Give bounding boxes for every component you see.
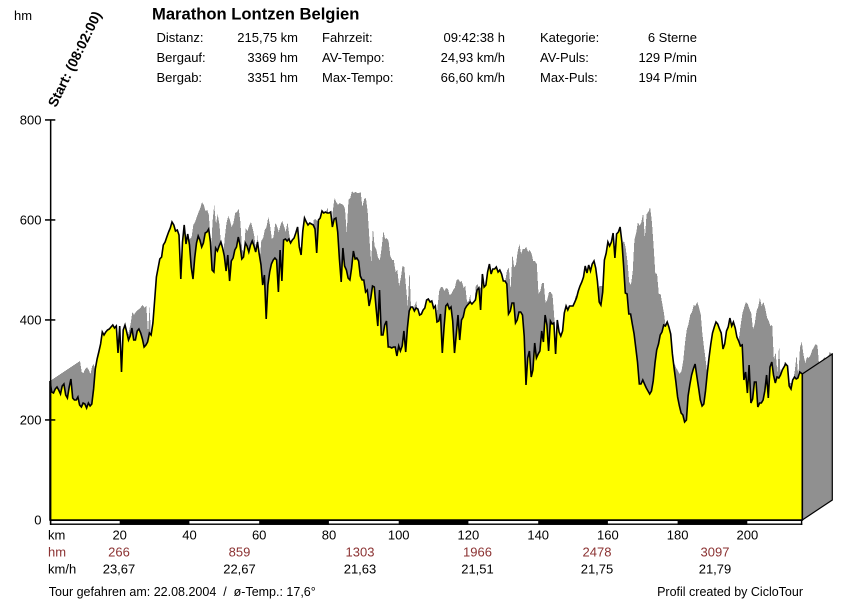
svg-text:Bergauf:: Bergauf:: [157, 50, 206, 65]
svg-text:1303: 1303: [346, 545, 375, 560]
svg-text:100: 100: [388, 528, 410, 543]
svg-text:3369 hm: 3369 hm: [247, 50, 298, 65]
svg-text:km/h: km/h: [48, 562, 76, 577]
svg-text:21,75: 21,75: [581, 562, 614, 577]
svg-text:160: 160: [597, 528, 619, 543]
svg-text:6 Sterne: 6 Sterne: [648, 30, 697, 45]
svg-text:0: 0: [34, 513, 41, 528]
svg-text:Profil created by CicloTour: Profil created by CicloTour: [657, 585, 803, 599]
svg-text:200: 200: [20, 413, 42, 428]
svg-text:Max-Tempo:: Max-Tempo:: [322, 70, 394, 85]
svg-text:180: 180: [667, 528, 689, 543]
svg-text:800: 800: [20, 113, 42, 128]
svg-text:24,93 km/h: 24,93 km/h: [441, 50, 505, 65]
svg-text:20: 20: [112, 528, 126, 543]
svg-text:400: 400: [20, 313, 42, 328]
svg-text:Fahrzeit:: Fahrzeit:: [322, 30, 373, 45]
svg-text:600: 600: [20, 213, 42, 228]
svg-text:215,75 km: 215,75 km: [237, 30, 298, 45]
svg-text:km: km: [48, 528, 65, 543]
svg-text:21,51: 21,51: [461, 562, 494, 577]
svg-text:129 P/min: 129 P/min: [638, 50, 697, 65]
svg-text:266: 266: [108, 545, 130, 560]
svg-text:859: 859: [229, 545, 251, 560]
svg-text:Marathon Lontzen Belgien: Marathon Lontzen Belgien: [152, 5, 359, 24]
svg-text:66,60 km/h: 66,60 km/h: [441, 70, 505, 85]
svg-text:40: 40: [182, 528, 196, 543]
svg-text:hm: hm: [14, 8, 32, 23]
svg-text:23,67: 23,67: [103, 562, 136, 577]
svg-text:3097: 3097: [701, 545, 730, 560]
svg-text:120: 120: [458, 528, 480, 543]
svg-text:80: 80: [322, 528, 336, 543]
svg-text:3351 hm: 3351 hm: [247, 70, 298, 85]
svg-text:21,79: 21,79: [699, 562, 732, 577]
svg-text:21,63: 21,63: [344, 562, 377, 577]
svg-text:22,67: 22,67: [223, 562, 256, 577]
svg-text:Distanz:: Distanz:: [157, 30, 204, 45]
svg-text:2478: 2478: [583, 545, 612, 560]
svg-text:1966: 1966: [463, 545, 492, 560]
svg-text:140: 140: [527, 528, 549, 543]
svg-text:hm: hm: [48, 545, 66, 560]
svg-text:AV-Tempo:: AV-Tempo:: [322, 50, 385, 65]
svg-text:Bergab:: Bergab:: [157, 70, 203, 85]
svg-text:194 P/min: 194 P/min: [638, 70, 697, 85]
svg-text:Kategorie:: Kategorie:: [540, 30, 599, 45]
svg-text:Tour gefahren am: 22.08.2004: Tour gefahren am: 22.08.2004 / ø-Temp.: …: [49, 585, 316, 599]
svg-text:09:42:38 h: 09:42:38 h: [444, 30, 505, 45]
svg-text:60: 60: [252, 528, 266, 543]
svg-text:200: 200: [737, 528, 759, 543]
svg-text:Max-Puls:: Max-Puls:: [540, 70, 598, 85]
svg-text:AV-Puls:: AV-Puls:: [540, 50, 589, 65]
